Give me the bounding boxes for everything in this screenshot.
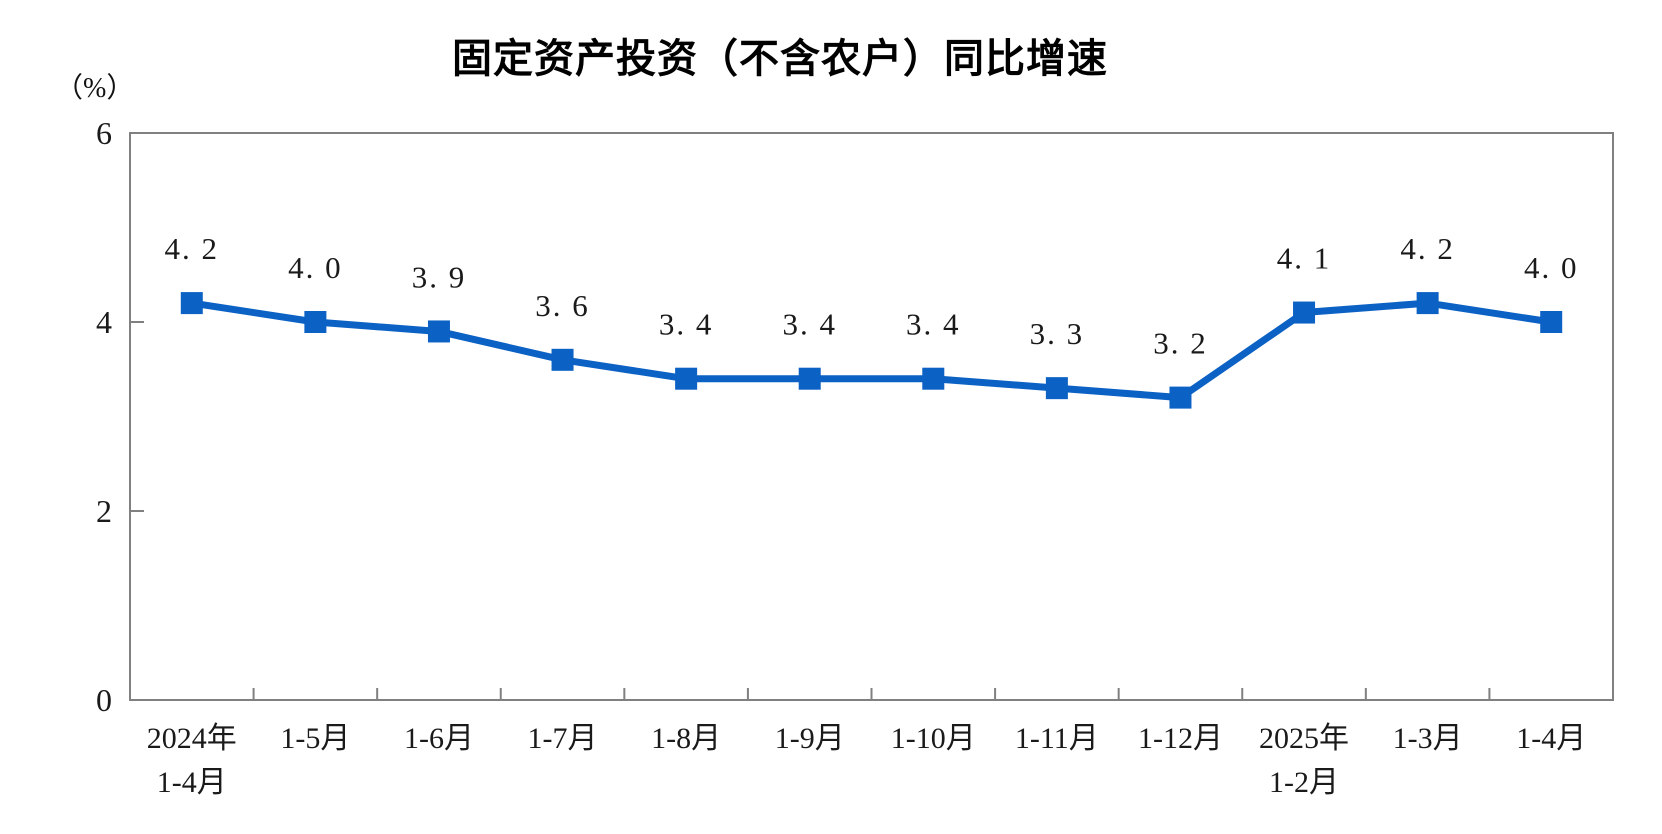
x-axis-category-label: 1-5月 bbox=[280, 722, 350, 755]
data-point-label: 3. 4 bbox=[659, 307, 714, 342]
x-axis-category-label: 1-9月 bbox=[775, 722, 845, 755]
x-axis-category-label: 1-6月 bbox=[404, 722, 474, 755]
x-axis-category-label: 1-2月 bbox=[1269, 766, 1339, 799]
data-point-label: 3. 2 bbox=[1153, 326, 1208, 361]
data-point-label: 3. 6 bbox=[535, 288, 590, 323]
data-point-marker bbox=[1169, 386, 1192, 409]
data-point-marker bbox=[798, 367, 821, 390]
data-point-marker bbox=[1045, 377, 1068, 400]
x-axis-category-label: 1-12月 bbox=[1138, 722, 1223, 755]
data-point-label: 3. 4 bbox=[906, 307, 961, 342]
x-axis-category-label: 1-7月 bbox=[528, 722, 598, 755]
series-line bbox=[188, 299, 1555, 402]
x-axis-category-label: 1-4月 bbox=[157, 766, 227, 799]
data-point-marker bbox=[1416, 292, 1439, 315]
x-axis-category-label: 1-10月 bbox=[891, 722, 976, 755]
x-axis-category-label: 1-8月 bbox=[651, 722, 721, 755]
data-point-label: 3. 9 bbox=[412, 259, 467, 294]
y-axis-tick-label: 0 bbox=[96, 682, 112, 718]
data-point-label: 4. 0 bbox=[288, 250, 343, 285]
data-point-marker bbox=[304, 311, 327, 333]
plot-area-border bbox=[129, 132, 1614, 701]
data-point-marker bbox=[675, 367, 698, 390]
data-point-marker bbox=[551, 348, 574, 371]
x-axis-category-label: 1-11月 bbox=[1015, 722, 1099, 755]
data-point-label: 4. 0 bbox=[1524, 250, 1579, 285]
y-axis-tick-label: 6 bbox=[96, 115, 112, 151]
y-axis-unit-label: （%） bbox=[55, 73, 135, 104]
data-point-label: 4. 1 bbox=[1277, 241, 1332, 276]
data-point-marker bbox=[922, 367, 945, 390]
x-axis-category-label: 2024年 bbox=[147, 722, 237, 755]
y-axis-tick-label: 2 bbox=[96, 493, 112, 529]
data-point-marker bbox=[180, 292, 203, 315]
data-point-marker bbox=[427, 320, 450, 343]
data-point-label: 4. 2 bbox=[1400, 231, 1455, 266]
data-point-label: 3. 4 bbox=[782, 307, 837, 342]
chart-title: 固定资产投资（不含农户）同比增速 bbox=[452, 37, 1108, 81]
x-axis-category-label: 2025年 bbox=[1259, 722, 1349, 755]
x-axis-category-label: 1-3月 bbox=[1393, 722, 1463, 755]
data-point-marker bbox=[1540, 311, 1563, 333]
data-point-marker bbox=[1293, 301, 1316, 324]
y-axis-tick-label: 4 bbox=[96, 304, 112, 340]
x-axis-category-label: 1-4月 bbox=[1516, 722, 1586, 755]
data-point-label: 4. 2 bbox=[165, 231, 220, 266]
data-point-label: 3. 3 bbox=[1030, 316, 1085, 351]
